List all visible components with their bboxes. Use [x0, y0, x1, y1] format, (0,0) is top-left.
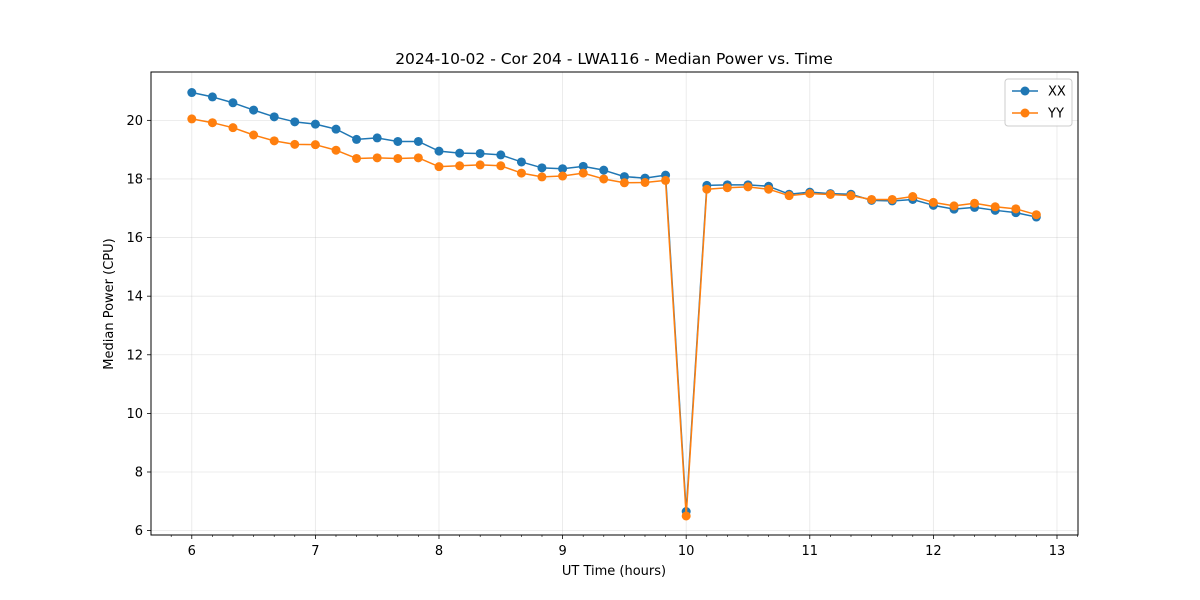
data-point-yy: [990, 202, 1000, 212]
data-point-xx: [516, 157, 526, 167]
legend-label-yy: YY: [1047, 107, 1064, 122]
data-point-yy: [290, 139, 300, 149]
data-point-yy: [558, 171, 568, 181]
chart-title: 2024-10-02 - Cor 204 - LWA116 - Median P…: [395, 50, 833, 68]
data-point-yy: [619, 178, 629, 188]
data-point-yy: [187, 114, 197, 124]
x-tick-label: 12: [925, 544, 942, 559]
data-point-yy: [475, 160, 485, 170]
data-point-yy: [908, 192, 918, 202]
data-point-yy: [331, 145, 341, 155]
data-point-yy: [722, 183, 732, 193]
series-line-xx: [191, 91, 1037, 513]
data-point-xx: [475, 148, 485, 158]
data-point-xx: [352, 134, 362, 144]
data-point-xx: [187, 88, 197, 98]
data-point-xx: [558, 164, 568, 174]
data-point-xx: [372, 133, 382, 143]
data-point-yy: [578, 168, 588, 178]
legend-marker-xx: [1020, 86, 1030, 96]
data-point-yy: [537, 172, 547, 182]
data-point-yy: [434, 162, 444, 172]
data-point-yy: [372, 153, 382, 163]
series-yy: [187, 114, 1041, 521]
data-point-xx: [599, 165, 609, 175]
data-point-xx: [393, 136, 403, 146]
data-point-xx: [434, 146, 444, 156]
x-tick-label: 6: [188, 544, 196, 559]
plot-series: [187, 88, 1041, 521]
data-point-yy: [1031, 210, 1041, 220]
data-point-yy: [228, 123, 238, 133]
x-tick-label: 10: [678, 544, 695, 559]
data-point-yy: [269, 136, 279, 146]
legend-marker-yy: [1020, 108, 1030, 118]
data-point-yy: [516, 168, 526, 178]
grid: [151, 72, 1078, 535]
data-point-yy: [661, 175, 671, 185]
legend-label-xx: XX: [1048, 85, 1066, 100]
data-point-yy: [805, 189, 815, 199]
data-point-yy: [928, 197, 938, 207]
x-tick-label: 7: [311, 544, 319, 559]
legend: XX YY: [1004, 78, 1073, 127]
y-tick-label: 14: [126, 290, 143, 305]
data-point-xx: [496, 150, 506, 160]
y-tick-label: 12: [126, 348, 143, 363]
x-axis-label: UT Time (hours): [562, 564, 666, 579]
x-tick-label: 9: [558, 544, 566, 559]
y-tick-label: 18: [126, 172, 143, 187]
data-point-yy: [949, 201, 959, 211]
data-point-xx: [455, 148, 465, 158]
data-point-yy: [867, 194, 877, 204]
data-point-yy: [496, 161, 506, 171]
data-point-xx: [269, 112, 279, 122]
x-tick-label: 8: [435, 544, 443, 559]
y-tick-label: 6: [135, 524, 143, 539]
data-point-yy: [764, 184, 774, 194]
data-point-yy: [310, 140, 320, 150]
data-point-xx: [310, 119, 320, 129]
data-point-yy: [970, 198, 980, 208]
axis-ticks: 6 7 8 9 10 11 12 13 6 8 10 12 14 16 18 20: [126, 114, 1078, 559]
y-tick-label: 20: [126, 114, 143, 129]
plot-frame: [150, 71, 1079, 536]
x-tick-label: 13: [1049, 544, 1066, 559]
data-point-xx: [413, 136, 423, 146]
series-line-yy: [191, 118, 1037, 517]
data-point-yy: [887, 194, 897, 204]
data-point-yy: [352, 153, 362, 163]
y-axis-label: Median Power (CPU): [102, 238, 117, 369]
data-point-yy: [846, 191, 856, 201]
data-point-yy: [599, 174, 609, 184]
data-point-xx: [537, 163, 547, 173]
data-point-yy: [207, 118, 217, 128]
data-point-yy: [640, 177, 650, 187]
data-point-yy: [743, 182, 753, 192]
data-point-xx: [578, 161, 588, 171]
data-point-yy: [413, 153, 423, 163]
y-tick-label: 16: [126, 231, 143, 246]
data-point-xx: [228, 98, 238, 108]
data-point-xx: [290, 117, 300, 127]
data-point-yy: [825, 189, 835, 199]
data-point-xx: [619, 172, 629, 182]
y-tick-label: 10: [126, 407, 143, 422]
data-point-yy: [455, 161, 465, 171]
data-point-xx: [207, 92, 217, 102]
data-point-yy: [784, 191, 794, 201]
data-point-xx: [331, 124, 341, 134]
data-point-yy: [702, 184, 712, 194]
data-point-yy: [393, 153, 403, 163]
data-point-xx: [249, 105, 259, 115]
y-tick-label: 8: [135, 465, 143, 480]
data-point-yy: [681, 511, 691, 521]
data-point-yy: [1011, 204, 1021, 214]
data-point-yy: [249, 130, 259, 140]
x-tick-label: 11: [802, 544, 819, 559]
